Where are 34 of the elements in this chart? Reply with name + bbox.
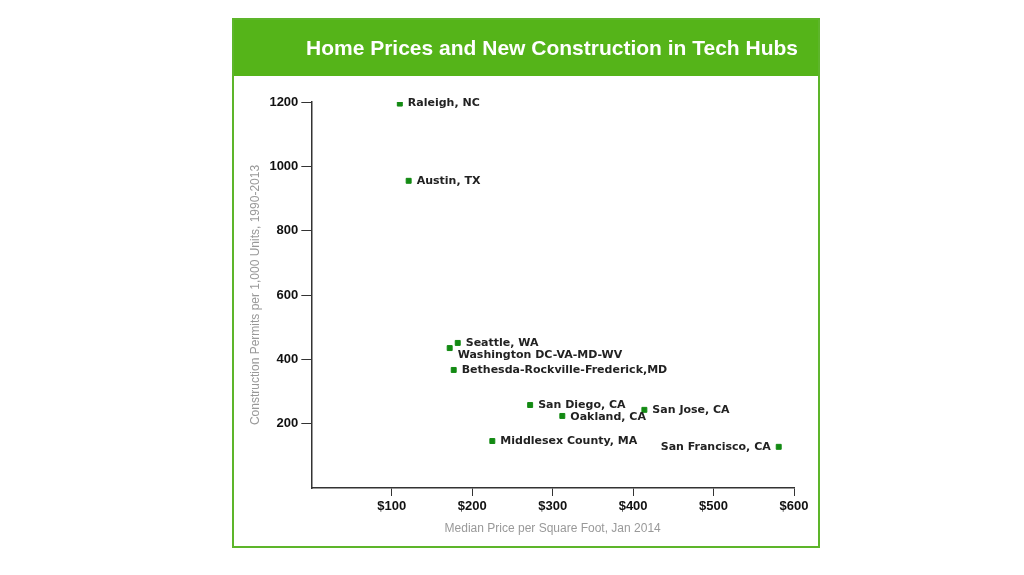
annotation: Washington DC-VA-MD-WV (457, 347, 623, 361)
point (489, 438, 496, 445)
y-tick-label: 200 (276, 415, 299, 431)
point (454, 339, 461, 346)
annotation: San Diego, CA (538, 397, 627, 411)
chart-title: Home Prices and New Construction in Tech Hubs (234, 20, 818, 76)
x-axis-title: Median Price per Square Foot, Jan 2014 (444, 521, 662, 536)
annotation: Oakland, CA (570, 409, 647, 423)
point (446, 345, 453, 352)
point (396, 102, 403, 107)
x-tick-label: $400 (618, 498, 648, 514)
annotation: Bethesda-Rockville-Frederick,MD (461, 362, 668, 376)
x-tick-label: $500 (699, 498, 729, 514)
point (527, 402, 534, 408)
point (450, 366, 457, 373)
x-tick-label: $600 (779, 498, 809, 514)
x-tick-label: $100 (377, 498, 407, 514)
annotation: San Jose, CA (652, 402, 731, 416)
y-tick-label: 1000 (269, 157, 299, 173)
annotation: Middlesex County, MA (500, 433, 638, 447)
point (559, 412, 566, 419)
y-axis-title: Construction Permits per 1,000 Units, 1990-2013 (247, 164, 262, 426)
annotation: Seattle, WA (465, 335, 539, 349)
point (405, 177, 412, 184)
x-tick-label: $300 (538, 498, 568, 514)
y-tick-label: 400 (276, 350, 299, 366)
annotation: San Francisco, CA (660, 439, 772, 453)
y-tick-label: 1200 (269, 93, 299, 109)
point (775, 443, 782, 450)
annotation: Raleigh, NC (407, 96, 480, 110)
x-tick-label: $200 (457, 498, 487, 514)
y-tick-label: 800 (276, 222, 299, 238)
annotation: Austin, TX (416, 173, 481, 187)
y-tick-label: 600 (276, 286, 299, 302)
